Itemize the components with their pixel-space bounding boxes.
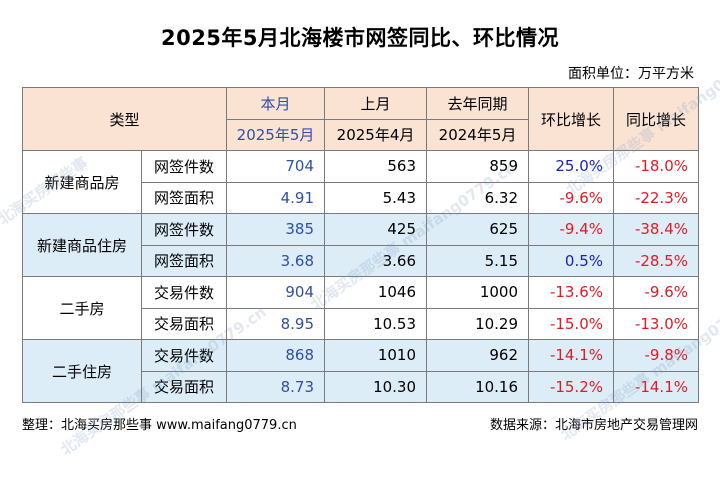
header-row-2: 2025年5月 2025年4月 2024年5月 (23, 118, 699, 151)
last-year-value: 962 (426, 339, 530, 372)
table-row: 新建商品房 网签件数 704 563 859 25.0% -18.0% (22, 150, 700, 214)
header-last-year-date: 2024年5月 (426, 118, 530, 151)
current-value: 904 (226, 276, 326, 309)
last-month-value: 5.43 (324, 181, 428, 214)
table-row: 交易面积 8.73 10.30 10.16 -15.2% -14.1% (23, 370, 700, 403)
data-table: 类型 本月 上月 去年同期 环比增长 同比增长 2025年5月 2025年4月 … (21, 87, 700, 403)
last-year-value: 625 (426, 213, 530, 246)
metric-cell: 网签件数 (140, 213, 228, 246)
header-last-year: 去年同期 (426, 87, 530, 120)
current-value: 8.73 (226, 370, 326, 403)
yoy-value: -9.6% (613, 276, 700, 309)
metric-cell: 网签面积 (140, 181, 228, 214)
yoy-value: -13.0% (613, 307, 700, 340)
yoy-value: -9.8% (613, 339, 700, 372)
last-month-value: 563 (324, 150, 428, 183)
mom-value: -13.6% (528, 276, 615, 309)
yoy-value: -18.0% (613, 150, 700, 183)
table-row: 二手房 交易件数 904 1046 1000 -13.6% -9.6% (22, 276, 700, 340)
mom-value: -15.0% (528, 307, 615, 340)
metric-cell: 网签面积 (140, 244, 228, 277)
header-row-1: 类型 本月 上月 去年同期 环比增长 同比增长 (21, 87, 700, 151)
header-yoy: 同比增长 (613, 87, 700, 151)
mom-value: -9.6% (528, 181, 615, 214)
last-month-value: 3.66 (324, 244, 428, 277)
yoy-value: -38.4% (613, 213, 700, 246)
header-last-month: 上月 (324, 87, 428, 120)
current-value: 868 (226, 339, 326, 372)
table-row: 网签面积 4.91 5.43 6.32 -9.6% -22.3% (23, 181, 700, 214)
current-value: 3.68 (226, 244, 326, 277)
metric-cell: 网签件数 (140, 150, 228, 183)
table-row: 二手住房 交易件数 868 1010 962 -14.1% -9.8% (22, 339, 700, 403)
current-value: 385 (226, 213, 326, 246)
category-cell: 新建商品房 (22, 150, 142, 214)
last-month-value: 10.53 (324, 307, 428, 340)
header-type: 类型 (21, 87, 228, 151)
page-title: 2025年5月北海楼市网签同比、环比情况 (160, 26, 560, 50)
current-value: 8.95 (226, 307, 326, 340)
mom-value: -15.2% (528, 370, 615, 403)
current-value: 4.91 (226, 181, 326, 214)
current-value: 704 (226, 150, 326, 183)
last-month-value: 10.30 (324, 370, 428, 403)
last-month-value: 425 (324, 213, 428, 246)
header-mom: 环比增长 (528, 87, 615, 151)
last-year-value: 6.32 (426, 181, 530, 214)
mom-value: 0.5% (528, 244, 615, 277)
mom-value: -14.1% (528, 339, 615, 372)
last-year-value: 859 (426, 150, 530, 183)
category-cell: 二手房 (22, 276, 142, 340)
last-month-value: 1010 (324, 339, 428, 372)
metric-cell: 交易件数 (140, 276, 228, 309)
table-row: 交易面积 8.95 10.53 10.29 -15.0% -13.0% (23, 307, 700, 340)
last-year-value: 5.15 (426, 244, 530, 277)
metric-cell: 交易件数 (140, 339, 228, 372)
table-row: 网签面积 3.68 3.66 5.15 0.5% -28.5% (23, 244, 700, 277)
yoy-value: -22.3% (613, 181, 700, 214)
header-this-month-date: 2025年5月 (226, 118, 326, 151)
last-month-value: 1046 (324, 276, 428, 309)
metric-cell: 交易面积 (140, 307, 228, 340)
metric-cell: 交易面积 (140, 370, 228, 403)
last-year-value: 1000 (426, 276, 530, 309)
unit-label: 面积单位：万平方米 (568, 66, 694, 82)
mom-value: 25.0% (528, 150, 615, 183)
category-cell: 新建商品住房 (22, 213, 142, 277)
yoy-value: -14.1% (613, 370, 700, 403)
last-year-value: 10.29 (426, 307, 530, 340)
yoy-value: -28.5% (613, 244, 700, 277)
last-year-value: 10.16 (426, 370, 530, 403)
header-last-month-date: 2025年4月 (324, 118, 428, 151)
table-row: 新建商品住房 网签件数 385 425 625 -9.4% -38.4% (22, 213, 700, 277)
mom-value: -9.4% (528, 213, 615, 246)
header-this-month: 本月 (226, 87, 326, 120)
footer-compiled-by: 整理：北海买房那些事 www.maifang0779.cn (22, 418, 297, 433)
footer-source: 数据来源：北海市房地产交易管理网 (489, 418, 698, 433)
category-cell: 二手住房 (22, 339, 142, 403)
